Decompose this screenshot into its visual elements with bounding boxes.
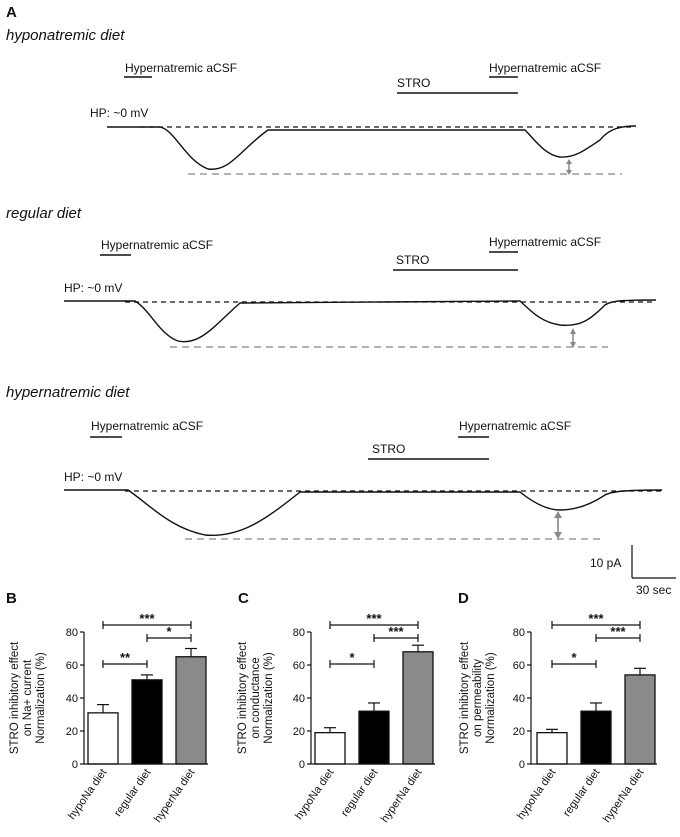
panel-letter-d: D bbox=[458, 590, 469, 607]
x-tick-label: hypoNa diet bbox=[66, 767, 110, 822]
y-axis-label-line: STRO inhibitory effect bbox=[459, 641, 471, 754]
y-axis-label-line: on conductance bbox=[250, 657, 262, 738]
y-tick-label: 60 bbox=[293, 660, 305, 672]
sig-stars: *** bbox=[588, 611, 604, 626]
bar-chart-b: B STRO inhibitory effect on Na+ current Nor… bbox=[6, 590, 208, 825]
bar-hypona bbox=[87, 712, 119, 765]
y-tick-label: 40 bbox=[513, 693, 525, 705]
hp-label-hyper: HP: ~0 mV bbox=[64, 470, 122, 484]
reduction-arrow-regular bbox=[570, 328, 576, 348]
y-axis-label-line: Normalization (%) bbox=[35, 652, 47, 744]
y-tick-label: 40 bbox=[293, 693, 305, 705]
x-tick-label: hyperNa diet bbox=[601, 767, 647, 825]
bar-hyperna bbox=[402, 651, 434, 765]
current-trace-hyper bbox=[64, 489, 663, 537]
y-axis-label-line: on Na+ current bbox=[22, 659, 34, 736]
y-tick-label: 20 bbox=[293, 726, 305, 738]
x-tick-label: regular diet bbox=[339, 767, 380, 819]
stro-label-hypo: STRO bbox=[397, 76, 430, 90]
hp-label-hypo: HP: ~0 mV bbox=[90, 106, 148, 120]
stro-label-hyper: STRO bbox=[372, 442, 405, 456]
y-tick-label: 80 bbox=[66, 627, 78, 639]
stim2-label-hyper: Hypernatremic aCSF bbox=[459, 419, 571, 433]
sig-stars: * bbox=[166, 624, 172, 639]
y-tick-label: 20 bbox=[513, 726, 525, 738]
bar-hyperna bbox=[175, 656, 207, 765]
bar-regular bbox=[131, 679, 163, 765]
bar-hypona bbox=[536, 732, 568, 765]
y-tick-label: 0 bbox=[299, 759, 305, 771]
sig-stars: *** bbox=[139, 611, 155, 626]
sig-stars: ** bbox=[120, 650, 131, 665]
y-tick-label: 80 bbox=[513, 627, 525, 639]
y-axis-label-line: Normalization (%) bbox=[485, 652, 497, 744]
y-tick-label: 0 bbox=[519, 759, 525, 771]
bar-regular bbox=[358, 710, 390, 765]
y-axis-label-line: STRO inhibitory effect bbox=[237, 641, 249, 754]
x-tick-label: hypoNa diet bbox=[515, 767, 559, 822]
current-trace-regular bbox=[64, 299, 657, 343]
y-axis-label-line: STRO inhibitory effect bbox=[9, 641, 21, 754]
x-tick-label: hypoNa diet bbox=[293, 767, 337, 822]
y-tick-label: 40 bbox=[66, 693, 78, 705]
diet-title-hypo: hyponatremic diet bbox=[6, 27, 125, 44]
diet-title-regular: regular diet bbox=[6, 205, 82, 222]
x-tick-label: regular diet bbox=[561, 767, 602, 819]
panel-letter-b: B bbox=[6, 590, 17, 607]
stim2-label-regular: Hypernatremic aCSF bbox=[489, 235, 601, 249]
stim1-label-hyper: Hypernatremic aCSF bbox=[91, 419, 203, 433]
sig-stars: *** bbox=[610, 624, 626, 639]
trace-panel-hyponatremic: hyponatremic diet Hypernatremic aCSF STR… bbox=[6, 27, 637, 175]
x-tick-label: hyperNa diet bbox=[152, 767, 198, 825]
y-tick-label: 20 bbox=[66, 726, 78, 738]
scale-bar: 10 pA 30 sec bbox=[590, 545, 676, 597]
stim1-label-regular: Hypernatremic aCSF bbox=[101, 238, 213, 252]
hp-label-regular: HP: ~0 mV bbox=[64, 281, 122, 295]
sig-stars: *** bbox=[388, 624, 404, 639]
bar-chart-c: C STRO inhibitory effect on conductance Nor… bbox=[237, 590, 435, 825]
y-tick-label: 80 bbox=[293, 627, 305, 639]
sig-stars: * bbox=[349, 650, 355, 665]
sig-stars: *** bbox=[366, 611, 382, 626]
bar-hyperna bbox=[624, 674, 656, 765]
bar-regular bbox=[580, 710, 612, 765]
current-trace-hypo bbox=[107, 125, 637, 170]
reduction-arrow-hypo bbox=[566, 159, 572, 175]
trace-panel-hypernatremic: hypernatremic diet Hypernatremic aCSF ST… bbox=[6, 384, 663, 540]
bar-chart-d: D STRO inhibitory effect on permeability No… bbox=[458, 590, 657, 825]
trace-panel-regular: regular diet Hypernatremic aCSF STRO Hyp… bbox=[6, 205, 657, 348]
y-axis-label-line: on permeability bbox=[472, 659, 484, 737]
stim1-label-hypo: Hypernatremic aCSF bbox=[125, 61, 237, 75]
stro-label-regular: STRO bbox=[396, 253, 429, 267]
x-tick-label: regular diet bbox=[112, 767, 153, 819]
scale-current-label: 10 pA bbox=[590, 556, 621, 570]
y-tick-label: 0 bbox=[72, 759, 78, 771]
panel-a-letter: A bbox=[6, 4, 17, 21]
diet-title-hyper: hypernatremic diet bbox=[6, 384, 130, 401]
sig-stars: * bbox=[571, 650, 577, 665]
y-axis-label-line: Normalization (%) bbox=[263, 652, 275, 744]
reduction-arrow-hyper bbox=[554, 511, 562, 539]
y-tick-label: 60 bbox=[66, 660, 78, 672]
y-tick-label: 60 bbox=[513, 660, 525, 672]
x-tick-label: hyperNa diet bbox=[379, 767, 425, 825]
scale-time-label: 30 sec bbox=[636, 583, 671, 597]
panel-letter-c: C bbox=[238, 590, 249, 607]
bar-hypona bbox=[314, 732, 346, 765]
stim2-label-hypo: Hypernatremic aCSF bbox=[489, 61, 601, 75]
